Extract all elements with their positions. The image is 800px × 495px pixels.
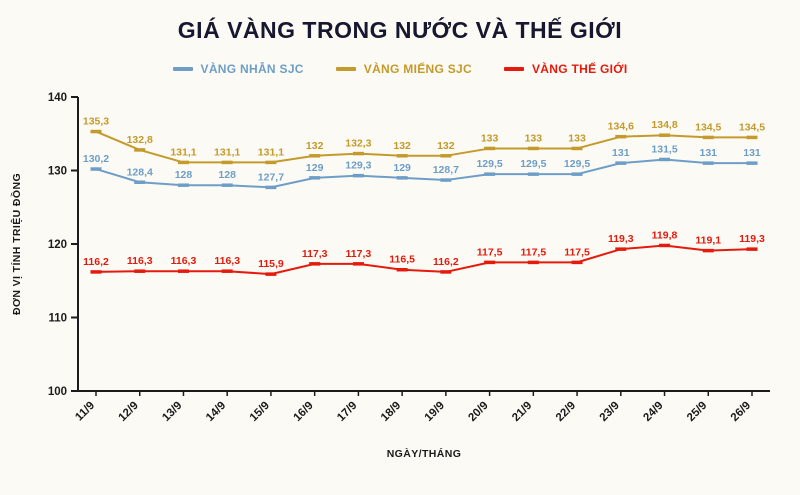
x-tick-label: 11/9: [73, 400, 97, 424]
chart-title: GIÁ VÀNG TRONG NƯỚC VÀ THẾ GIỚI: [177, 17, 623, 43]
point-label: 133: [568, 132, 586, 144]
series-line-2: [95, 244, 753, 276]
y-tick-label: 130: [48, 166, 67, 178]
point-label: 129,5: [520, 158, 546, 170]
point-label: 135,3: [83, 116, 109, 128]
point-label: 134,5: [739, 121, 765, 133]
line-chart: ĐƠN VỊ TÍNH TRIỆU ĐỒNG NGÀY/THÁNG 100 110…: [10, 92, 770, 460]
point-label: 131,1: [258, 146, 284, 158]
series-line-1: [95, 130, 752, 164]
x-tick-label: 21/9: [510, 400, 534, 424]
point-label: 132: [306, 140, 324, 152]
point-label: 132,3: [345, 138, 371, 150]
point-label: 133: [525, 132, 543, 144]
x-tick-label: 12/9: [117, 400, 141, 424]
point-label: 134,8: [651, 119, 677, 131]
point-label: 117,3: [346, 248, 372, 260]
legend: VÀNG NHẪN SJC VÀNG MIẾNG SJC VÀNG THẾ GIỚI: [0, 59, 800, 79]
y-tick-label: 110: [48, 313, 67, 325]
point-label: 129,3: [345, 160, 371, 172]
y-tick-label: 100: [48, 386, 67, 398]
point-label: 129: [393, 162, 411, 174]
point-label: 119,3: [739, 233, 765, 245]
legend-label: VÀNG MIẾNG SJC: [363, 62, 472, 76]
x-tick-label: 15/9: [248, 400, 272, 424]
point-label: 115,9: [258, 258, 284, 270]
legend-label: VÀNG NHẪN SJC: [200, 62, 304, 76]
x-tick-label: 19/9: [423, 400, 447, 424]
point-label: 132,8: [127, 134, 153, 146]
legend-item: VÀNG NHẪN SJC: [172, 62, 304, 76]
point-label: 130,2: [83, 153, 109, 165]
point-label: 116,5: [389, 254, 415, 266]
point-label: 134,5: [695, 121, 721, 133]
point-label: 131: [700, 147, 718, 159]
point-label: 127,7: [258, 171, 284, 183]
x-tick-label: 23/9: [598, 400, 622, 424]
point-label: 128,4: [127, 166, 153, 178]
x-tick-label: 26/9: [729, 400, 753, 424]
x-tick-label: 13/9: [160, 400, 184, 424]
x-tick-label: 20/9: [466, 400, 490, 424]
legend-item: VÀNG MIẾNG SJC: [335, 62, 472, 76]
point-label: 133: [481, 132, 499, 144]
x-tick-label: 24/9: [641, 400, 665, 424]
point-label: 128,7: [433, 164, 459, 176]
point-label: 128: [175, 169, 193, 181]
point-label: 131,1: [214, 146, 240, 158]
point-label: 129,5: [476, 158, 502, 170]
x-tick-label: 18/9: [379, 400, 403, 424]
point-label: 116,2: [433, 256, 459, 268]
point-label: 116,3: [214, 255, 240, 267]
point-label: 116,2: [83, 256, 109, 268]
series-line-0: [95, 158, 752, 189]
x-tick-label: 16/9: [291, 400, 315, 424]
point-label: 129: [306, 162, 324, 174]
point-label: 119,1: [695, 235, 721, 247]
point-label: 131: [743, 147, 761, 159]
point-label: 131,1: [170, 146, 196, 158]
point-label: 117,5: [477, 246, 503, 258]
legend-dash-icon: [503, 67, 524, 71]
y-tick-label: 140: [48, 92, 67, 104]
legend-dash-icon: [172, 67, 193, 71]
point-label: 134,6: [608, 121, 634, 133]
x-tick-label: 14/9: [204, 400, 228, 424]
y-axis-title: ĐƠN VỊ TÍNH TRIỆU ĐỒNG: [10, 173, 23, 315]
point-label: 116,3: [171, 255, 197, 267]
point-label: 119,3: [608, 233, 634, 245]
x-tick-label: 17/9: [335, 400, 359, 424]
y-tick-label: 120: [48, 239, 67, 251]
legend-label: VÀNG THẾ GIỚI: [531, 62, 628, 76]
point-label: 116,3: [127, 255, 153, 267]
point-label: 117,5: [564, 246, 590, 258]
legend-dash-icon: [335, 67, 356, 71]
legend-item: VÀNG THẾ GIỚI: [503, 62, 628, 76]
x-axis-title: NGÀY/THÁNG: [387, 447, 462, 460]
point-label: 117,5: [520, 246, 546, 258]
point-label: 132: [393, 140, 411, 152]
x-tick-label: 22/9: [554, 400, 578, 424]
point-label: 129,5: [564, 158, 590, 170]
x-tick-label: 25/9: [685, 400, 709, 424]
point-label: 131,5: [651, 143, 677, 155]
point-label: 131: [612, 147, 630, 159]
point-label: 132: [437, 140, 455, 152]
point-label: 117,3: [302, 248, 328, 260]
point-label: 119,8: [652, 229, 678, 241]
point-label: 128: [218, 169, 236, 181]
